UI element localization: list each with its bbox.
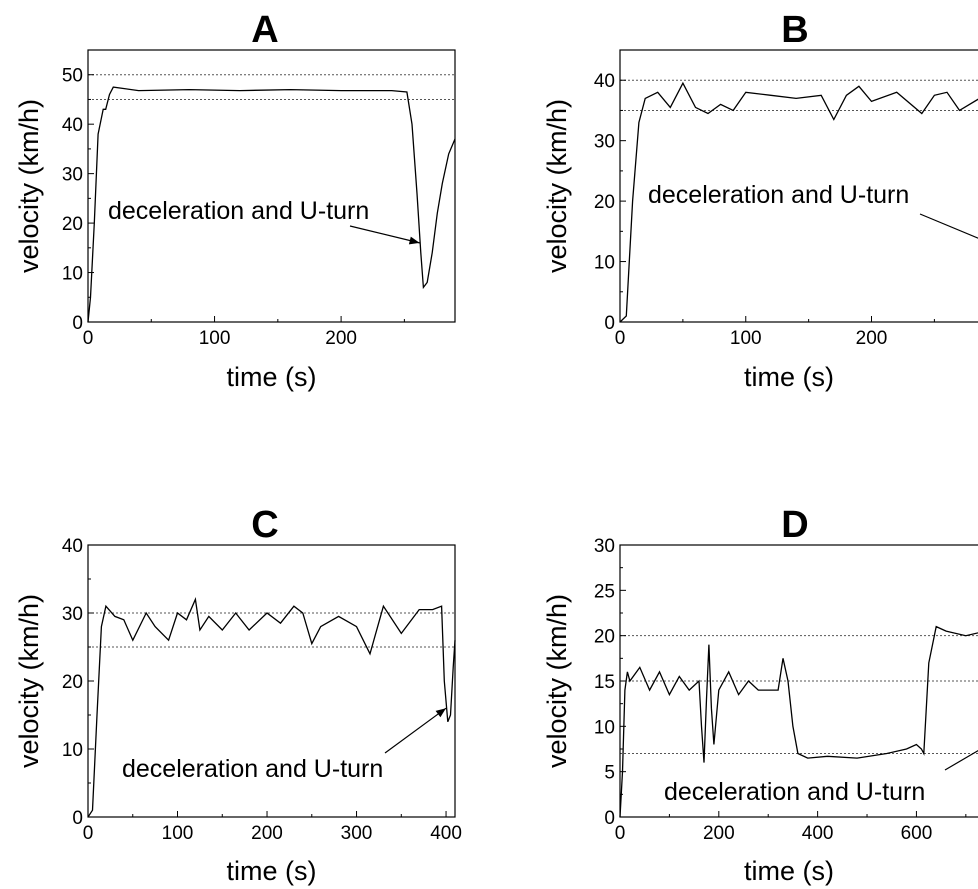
y-tick-label: 30: [62, 604, 83, 625]
y-tick-label: 30: [594, 536, 615, 557]
y-axis-label: velocity (km/h): [542, 99, 572, 273]
velocity-series-line: [619, 625, 978, 818]
x-tick-label: 200: [325, 328, 357, 349]
x-axis-label: time (s): [227, 856, 317, 886]
x-tick-label: 200: [703, 823, 735, 844]
y-axis-label: velocity (km/h): [542, 594, 572, 768]
annotation-label: deceleration and U-turn: [664, 778, 925, 806]
y-tick-label: 0: [72, 313, 83, 334]
panel-d: D0200400600800051015202530time (s)veloci…: [542, 504, 978, 886]
panel-c: C 0 100 200 300 400 0 10 20 30 40 time (s) velocity …: [14, 504, 462, 886]
velocity-series-line: [87, 597, 456, 818]
y-tick-label: 0: [604, 808, 615, 829]
y-tick-label: 10: [594, 717, 615, 738]
plot-frame: [87, 49, 456, 323]
x-tick-label: 100: [162, 823, 194, 844]
y-tick-label: 15: [594, 672, 615, 693]
y-tick-label: 50: [62, 66, 83, 87]
y-tick-label: 10: [62, 740, 83, 761]
y-tick-label: 20: [62, 214, 83, 235]
x-tick-label: 200: [251, 823, 283, 844]
x-tick-label: 100: [730, 328, 762, 349]
annotation-arrow-head: [435, 708, 446, 718]
panel-title: A: [251, 9, 278, 51]
x-axis-label: time (s): [744, 362, 834, 392]
panel-a: A 0 100 200 0 10 20 30 40 50 time (s) velocity (km/…: [14, 9, 456, 392]
y-tick-label: 25: [594, 581, 615, 602]
x-tick-label: 0: [83, 823, 94, 844]
y-tick-label: 20: [62, 672, 83, 693]
x-axis-label: time (s): [744, 856, 834, 886]
y-tick-label: 10: [594, 253, 615, 274]
y-tick-label: 0: [604, 313, 615, 334]
y-tick-label: 20: [594, 627, 615, 648]
y-tick-label: 40: [62, 115, 83, 136]
plot-frame: [619, 49, 978, 323]
y-tick-label: 5: [604, 763, 615, 784]
y-tick-label: 40: [62, 536, 83, 557]
annotation-label: deceleration and U-turn: [108, 197, 369, 225]
annotation-label: deceleration and U-turn: [648, 181, 909, 209]
panel-title: D: [781, 504, 808, 546]
x-tick-label: 100: [199, 328, 231, 349]
velocity-series-line: [87, 86, 456, 323]
panel-title: C: [251, 504, 278, 546]
x-tick-label: 0: [615, 328, 626, 349]
x-tick-label: 400: [430, 823, 462, 844]
panel-title: B: [781, 9, 808, 51]
annotation-arrow-line: [349, 225, 420, 244]
annotation-arrow-line: [944, 749, 978, 771]
annotation-arrow-line: [384, 707, 447, 754]
x-axis-label: time (s): [227, 362, 317, 392]
y-axis-label: velocity (km/h): [14, 99, 44, 273]
annotation-label: deceleration and U-turn: [122, 755, 383, 783]
y-tick-label: 10: [62, 264, 83, 285]
y-tick-label: 20: [594, 192, 615, 213]
velocity-series-line: [619, 81, 978, 323]
x-tick-label: 0: [83, 328, 94, 349]
annotation-arrow-line: [919, 213, 978, 239]
y-tick-label: 30: [594, 132, 615, 153]
panel-b: B0100200300010203040time (s)velocity (km…: [542, 9, 978, 392]
y-axis-label: velocity (km/h): [14, 594, 44, 768]
x-tick-label: 300: [341, 823, 373, 844]
x-tick-label: 400: [802, 823, 834, 844]
annotation-arrow-head: [408, 236, 420, 245]
y-tick-label: 40: [594, 71, 615, 92]
x-tick-label: 600: [901, 823, 933, 844]
x-tick-label: 200: [856, 328, 888, 349]
y-tick-label: 30: [62, 165, 83, 186]
x-tick-label: 0: [615, 823, 626, 844]
y-tick-label: 0: [72, 808, 83, 829]
